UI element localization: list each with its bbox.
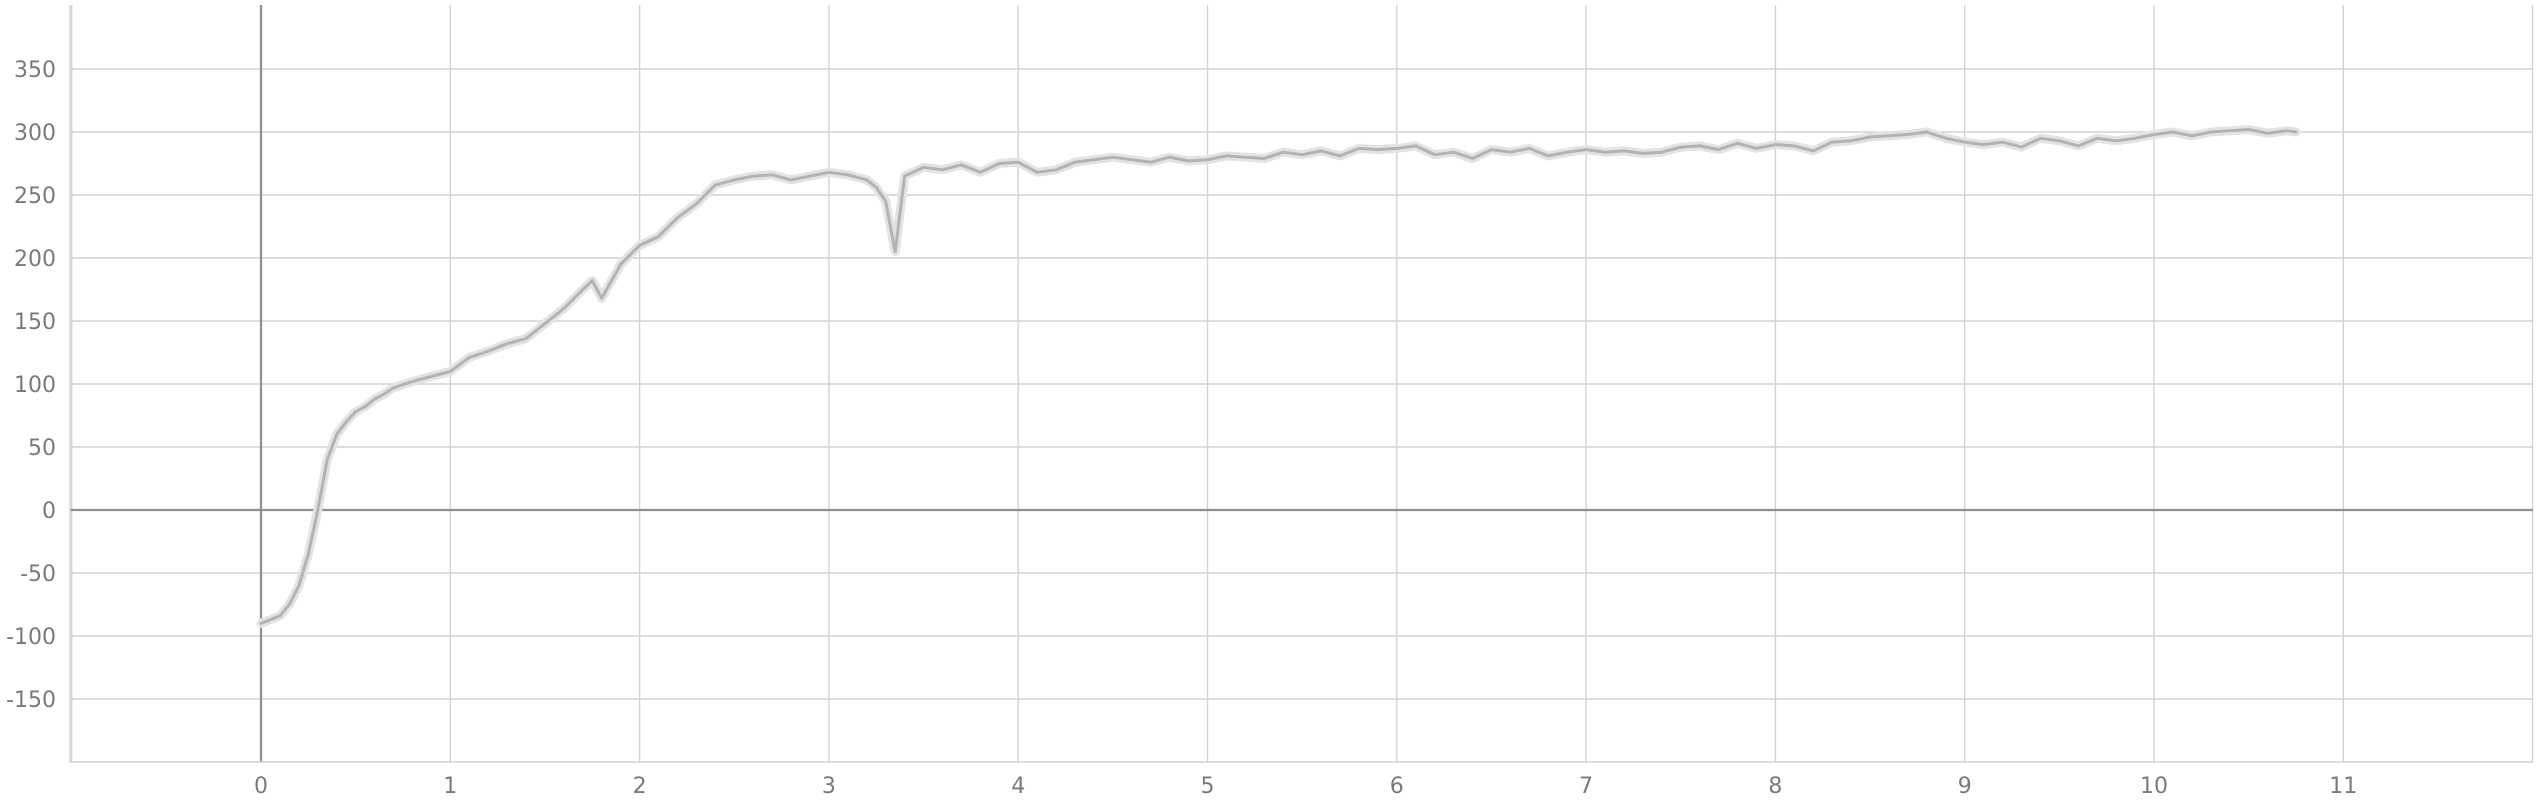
- y-tick-label: 250: [14, 184, 56, 209]
- y-tick-label: -150: [6, 688, 56, 713]
- x-tick-label: 5: [1201, 774, 1215, 799]
- y-tick-label: -50: [20, 562, 56, 587]
- x-tick-label: 8: [1768, 774, 1782, 799]
- y-tick-label: 100: [14, 373, 56, 398]
- x-tick-label: 2: [633, 774, 647, 799]
- y-tick-label: 0: [42, 499, 56, 524]
- y-tick-label: 300: [14, 121, 56, 146]
- tick-labels: -150 -100 -50 0 50 100 150 200 250 300 350 0 1 2 3 4 5 6 7…: [6, 58, 2357, 799]
- x-tick-label: 10: [2140, 774, 2168, 799]
- y-tick-label: 200: [14, 247, 56, 272]
- y-tick-label: 350: [14, 58, 56, 83]
- x-tick-label: 11: [2329, 774, 2357, 799]
- x-tick-label: 7: [1579, 774, 1593, 799]
- gridlines: [70, 5, 2534, 762]
- series: [256, 125, 2301, 628]
- x-tick-label: 1: [443, 774, 457, 799]
- y-tick-label: 150: [14, 310, 56, 335]
- x-tick-label: 4: [1011, 774, 1025, 799]
- y-tick-label: -100: [6, 625, 56, 650]
- x-tick-label: 9: [1958, 774, 1972, 799]
- y-tick-label: 50: [28, 436, 56, 461]
- smoothed-series-line: [259, 128, 2298, 625]
- x-tick-label: 6: [1390, 774, 1404, 799]
- axes: [69, 5, 2533, 763]
- x-tick-label: 0: [254, 774, 268, 799]
- x-tick-label: 3: [822, 774, 836, 799]
- raw-series-line: [256, 125, 2301, 628]
